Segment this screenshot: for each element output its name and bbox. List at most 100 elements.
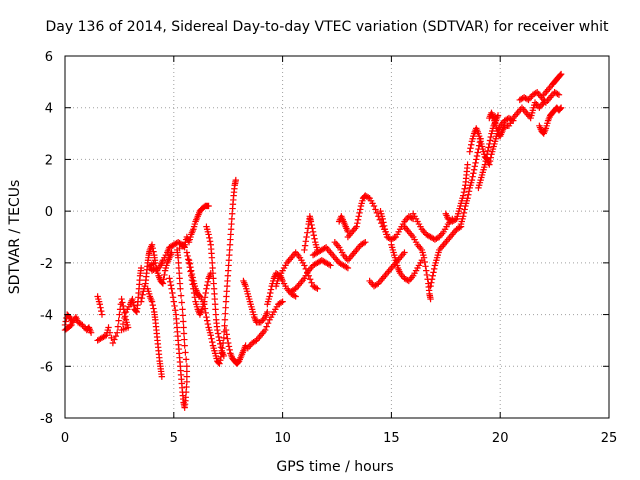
data-point — [203, 317, 211, 324]
data-point — [279, 298, 286, 305]
data-point — [216, 337, 223, 344]
data-point — [209, 338, 216, 346]
data-point — [354, 216, 362, 223]
data-point — [267, 289, 274, 297]
data-point — [401, 249, 408, 256]
data-point — [460, 213, 467, 220]
y-tick-label: -6 — [40, 360, 53, 375]
data-point — [119, 320, 127, 328]
data-point — [483, 154, 490, 161]
data-point — [189, 274, 196, 281]
data-point — [179, 312, 187, 319]
data-point — [427, 295, 434, 303]
data-point — [470, 170, 477, 177]
data-point — [429, 272, 436, 279]
data-point — [314, 246, 321, 254]
data-point — [430, 269, 437, 276]
data-point — [98, 307, 105, 315]
data-point — [421, 258, 428, 266]
data-point — [216, 360, 223, 367]
data-point — [137, 264, 145, 272]
data-point — [364, 194, 372, 201]
data-point — [119, 299, 126, 306]
data-point — [203, 285, 210, 292]
data-point — [220, 352, 228, 360]
data-point — [309, 225, 316, 232]
data-point — [264, 308, 271, 316]
data-point — [428, 276, 436, 283]
data-point — [456, 224, 463, 231]
data-point — [376, 216, 383, 223]
x-tick-label: 20 — [492, 431, 509, 446]
data-point — [327, 262, 334, 269]
data-point — [307, 218, 315, 225]
data-point — [185, 256, 192, 263]
data-point — [532, 89, 539, 97]
data-point — [112, 332, 119, 340]
data-point — [304, 229, 311, 236]
data-point — [187, 263, 194, 271]
data-point — [224, 335, 231, 342]
data-point — [111, 336, 118, 343]
data-point — [202, 309, 209, 317]
data-point — [557, 104, 565, 111]
data-point — [467, 145, 474, 152]
data-point — [158, 279, 166, 286]
data-point — [62, 318, 69, 325]
data-point — [215, 333, 222, 341]
data-point — [308, 279, 315, 286]
data-point — [226, 346, 233, 354]
data-point — [486, 137, 494, 144]
data-point — [116, 311, 123, 318]
data-point — [474, 149, 481, 156]
data-point — [148, 298, 156, 305]
data-point — [357, 206, 364, 213]
plot-frame — [64, 55, 610, 419]
data-point — [302, 238, 310, 245]
data-point — [483, 151, 491, 158]
data-point — [97, 304, 104, 311]
data-point — [303, 233, 310, 241]
data-point — [205, 202, 212, 210]
data-point — [311, 235, 318, 242]
data-point — [461, 206, 468, 213]
data-point — [472, 159, 479, 167]
data-point — [98, 311, 106, 318]
data-point — [423, 271, 431, 279]
data-point — [465, 188, 473, 195]
data-point — [221, 316, 229, 323]
data-point — [208, 335, 215, 342]
data-point — [379, 215, 386, 223]
data-point — [473, 156, 480, 163]
data-point — [360, 239, 368, 247]
chart-title: Day 136 of 2014, Sidereal Day-to-day VTE… — [46, 19, 609, 35]
data-point — [169, 289, 176, 297]
x-axis-label: GPS time / hours — [276, 459, 393, 475]
data-point — [291, 292, 298, 299]
data-point — [404, 276, 411, 284]
y-tick-label: -8 — [40, 412, 53, 427]
data-point — [557, 105, 564, 112]
data-point — [370, 202, 378, 210]
data-point — [484, 147, 492, 155]
data-point — [467, 141, 475, 148]
data-point — [96, 301, 104, 308]
data-point — [195, 292, 203, 299]
data-point — [158, 373, 166, 380]
y-axis-label: SDTVAR / TECUs — [7, 180, 23, 295]
data-point — [204, 278, 212, 286]
data-point — [185, 257, 193, 264]
data-point — [422, 263, 429, 270]
data-point — [494, 112, 502, 119]
x-tick-label: 10 — [274, 431, 291, 446]
data-point — [214, 330, 222, 337]
data-point — [391, 234, 398, 242]
data-point — [217, 357, 224, 364]
data-point — [452, 216, 459, 223]
data-point — [130, 302, 138, 310]
data-point — [118, 326, 125, 334]
data-point — [138, 294, 146, 302]
data-point — [222, 304, 229, 311]
data-point — [166, 278, 174, 286]
